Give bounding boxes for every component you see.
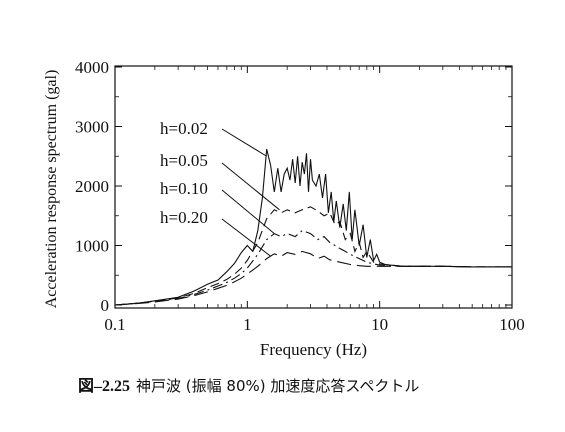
y-tick-label: 4000 xyxy=(75,58,109,77)
series-line-h-0-02 xyxy=(114,148,512,306)
x-tick-label: 0.1 xyxy=(104,315,125,334)
figure-number: 図–2.25 xyxy=(78,378,131,395)
series-line-h-0-05 xyxy=(114,206,512,306)
y-tick-label: 0 xyxy=(101,296,110,315)
y-tick-label: 1000 xyxy=(75,237,109,256)
y-tick-label: 3000 xyxy=(75,118,109,137)
x-tick-label: 1 xyxy=(243,315,252,334)
series-annotation-label: h=0.10 xyxy=(160,179,208,198)
plot-frame xyxy=(114,65,513,309)
annotation-leader-line xyxy=(221,189,275,234)
annotation-leader-line xyxy=(221,162,280,211)
series-layer xyxy=(114,148,512,306)
series-line-h-0-10 xyxy=(114,229,512,306)
annotation-layer: h=0.02 h=0.05 h=0.10 h=0.20 xyxy=(160,119,280,257)
series-annotation-label: h=0.02 xyxy=(160,119,208,138)
series-line-h-0-20 xyxy=(114,250,512,306)
y-tick-label: 2000 xyxy=(75,177,109,196)
series-annotation-label: h=0.05 xyxy=(160,151,208,170)
y-axis-label: Acceleration response spectrum (gal) xyxy=(43,70,60,309)
x-axis-label: Frequency (Hz) xyxy=(260,340,367,359)
x-axis-ticks: 0.1 1 10 100 xyxy=(104,66,525,334)
annotation-leader-line xyxy=(221,128,267,157)
annotation-leader-line xyxy=(221,218,271,257)
series-annotation-label: h=0.20 xyxy=(160,208,208,227)
y-axis-ticks: 0 1000 2000 3000 4000 xyxy=(75,58,512,315)
figure-caption: 図–2.25 神戸波 (振幅 80%) 加速度応答スペクトル xyxy=(78,372,419,396)
x-tick-label: 100 xyxy=(499,315,525,334)
figure-caption-text: 神戸波 (振幅 80%) 加速度応答スペクトル xyxy=(136,377,420,395)
x-tick-label: 10 xyxy=(371,315,388,334)
